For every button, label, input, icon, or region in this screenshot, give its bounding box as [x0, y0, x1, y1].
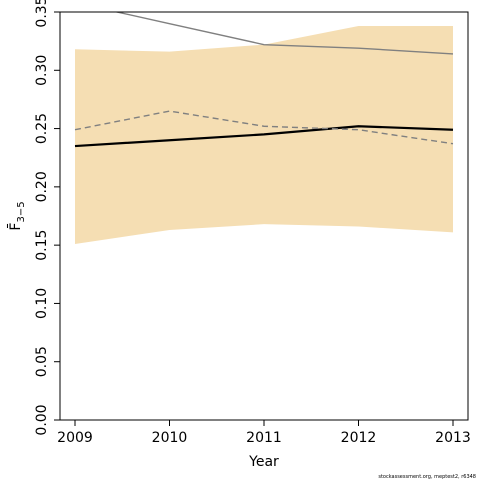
x-tick-label: 2009: [57, 430, 93, 446]
series-line-estimate: [74, 125, 454, 148]
plot-area: [74, 12, 454, 244]
x-axis: 2009 2010 2011 2012 2013: [57, 420, 471, 446]
x-tick-label: 2012: [341, 430, 377, 446]
y-tick-label: 0.30: [34, 55, 50, 86]
series-line-thin: [113, 12, 454, 55]
y-axis-title-main: F̄: [6, 223, 24, 231]
x-tick-label: 2013: [435, 430, 471, 446]
y-tick-label: 0.15: [34, 230, 50, 261]
y-axis-title-subscript: 3−5: [16, 201, 27, 222]
x-tick-label: 2010: [152, 430, 188, 446]
y-axis-title: F̄3−5: [6, 201, 27, 230]
series-line-dashed: [74, 110, 454, 145]
svg-text:F̄3−5: F̄3−5: [6, 201, 27, 230]
x-tick-label: 2011: [246, 430, 282, 446]
y-tick-label: 0.00: [34, 404, 50, 435]
y-tick-label: 0.25: [34, 113, 50, 144]
credit-text: stockassessment.org, meptest2, r6348: [378, 474, 476, 480]
y-tick-label: 0.10: [34, 288, 50, 319]
y-axis: 0.00 0.05 0.10 0.15 0.20 0.25 0.30 0.35: [34, 0, 60, 436]
y-tick-label: 0.20: [34, 171, 50, 202]
y-tick-label: 0.05: [34, 346, 50, 377]
y-tick-label: 0.35: [34, 0, 50, 28]
x-axis-title: Year: [248, 454, 279, 470]
